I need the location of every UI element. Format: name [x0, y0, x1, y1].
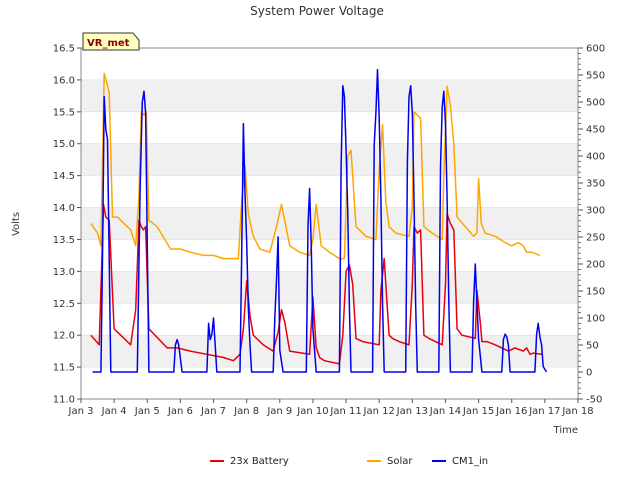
x-axis-title: Time	[553, 425, 578, 436]
grid-band	[81, 175, 578, 208]
y2-tick-label: 150	[586, 287, 605, 298]
grid-band	[81, 143, 578, 176]
x-tick-label: Jan 3	[68, 406, 94, 417]
y2-tick-label: 500	[586, 98, 605, 109]
chart-title: System Power Voltage	[250, 4, 384, 18]
y-axis-left: 11.0 11.5 12.0 12.5 13.0 13.5 14.0 14.5 15.0 15.5…	[53, 44, 81, 406]
y-tick-label: 11.0	[53, 395, 75, 406]
y2-tick-label: -50	[586, 395, 602, 406]
y-tick-label: 14.5	[53, 171, 75, 182]
y2-tick-label: 550	[586, 71, 605, 82]
y-tick-label: 16.5	[53, 44, 75, 55]
x-tick-label: Jan 9	[266, 406, 292, 417]
x-tick-label: Jan 12	[363, 406, 395, 417]
plot-frame	[80, 47, 579, 400]
y-tick-label: 11.5	[53, 363, 75, 374]
grid-band	[81, 79, 578, 112]
y2-tick-label: 300	[586, 206, 605, 217]
series-lines	[90, 68, 548, 373]
legend-label: CM1_in	[452, 456, 488, 467]
legend-label: 23x Battery	[230, 456, 289, 467]
y-axis-right: -50 0 50 100 150 200 250 300 350 400 450 500 550 600	[578, 44, 605, 406]
x-tick-label: Jan 6	[167, 406, 193, 417]
grid-band	[81, 207, 578, 240]
grid-bands	[81, 47, 578, 400]
vr-met-badge: VR_met	[82, 32, 140, 51]
y-tick-label: 12.0	[53, 331, 75, 342]
badge-label: VR_met	[87, 38, 130, 49]
y2-tick-label: 0	[586, 368, 592, 379]
y-tick-label: 15.0	[53, 139, 75, 150]
y2-tick-label: 250	[586, 233, 605, 244]
y-axis-title: Volts	[11, 212, 22, 236]
y-tick-label: 14.0	[53, 203, 75, 214]
x-tick-label: Jan 7	[200, 406, 226, 417]
x-tick-label: Jan 16	[495, 406, 527, 417]
x-tick-label: Jan 8	[233, 406, 259, 417]
grid-band	[81, 111, 578, 144]
y2-tick-label: 200	[586, 260, 605, 271]
x-tick-label: Jan 14	[429, 406, 461, 417]
x-tick-label: Jan 17	[528, 406, 560, 417]
y2-tick-label: 100	[586, 314, 605, 325]
series-line-solar	[90, 72, 541, 260]
x-axis: Jan 3 Jan 4 Jan 5 Jan 6 Jan 7 Jan 8 Jan 9 Jan 1…	[68, 399, 594, 417]
grid-band	[81, 48, 578, 80]
x-tick-label: Jan 15	[462, 406, 494, 417]
x-tick-label: Jan 18	[561, 406, 593, 417]
y-tick-label: 15.5	[53, 107, 75, 118]
grid-band	[81, 239, 578, 272]
legend: 23x Battery Solar CM1_in	[210, 456, 488, 467]
x-tick-label: Jan 4	[101, 406, 127, 417]
series-line-cm1-in	[92, 68, 548, 373]
x-tick-label: Jan 13	[396, 406, 428, 417]
y-tick-label: 12.5	[53, 299, 75, 310]
x-tick-label: Jan 11	[329, 406, 361, 417]
y-tick-label: 16.0	[53, 75, 75, 86]
legend-label: Solar	[387, 456, 413, 467]
y-tick-label: 13.0	[53, 267, 75, 278]
y2-tick-label: 50	[586, 341, 599, 352]
y2-tick-label: 450	[586, 125, 605, 136]
y2-tick-label: 350	[586, 179, 605, 190]
x-tick-label: Jan 5	[134, 406, 160, 417]
y2-tick-label: 600	[586, 44, 605, 55]
x-tick-label: Jan 10	[296, 406, 328, 417]
grid-band	[81, 271, 578, 304]
grid-band	[81, 303, 578, 336]
y-tick-label: 13.5	[53, 235, 75, 246]
y2-tick-label: 400	[586, 152, 605, 163]
